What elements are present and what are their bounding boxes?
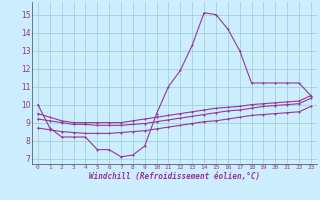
X-axis label: Windchill (Refroidissement éolien,°C): Windchill (Refroidissement éolien,°C) [89, 172, 260, 181]
